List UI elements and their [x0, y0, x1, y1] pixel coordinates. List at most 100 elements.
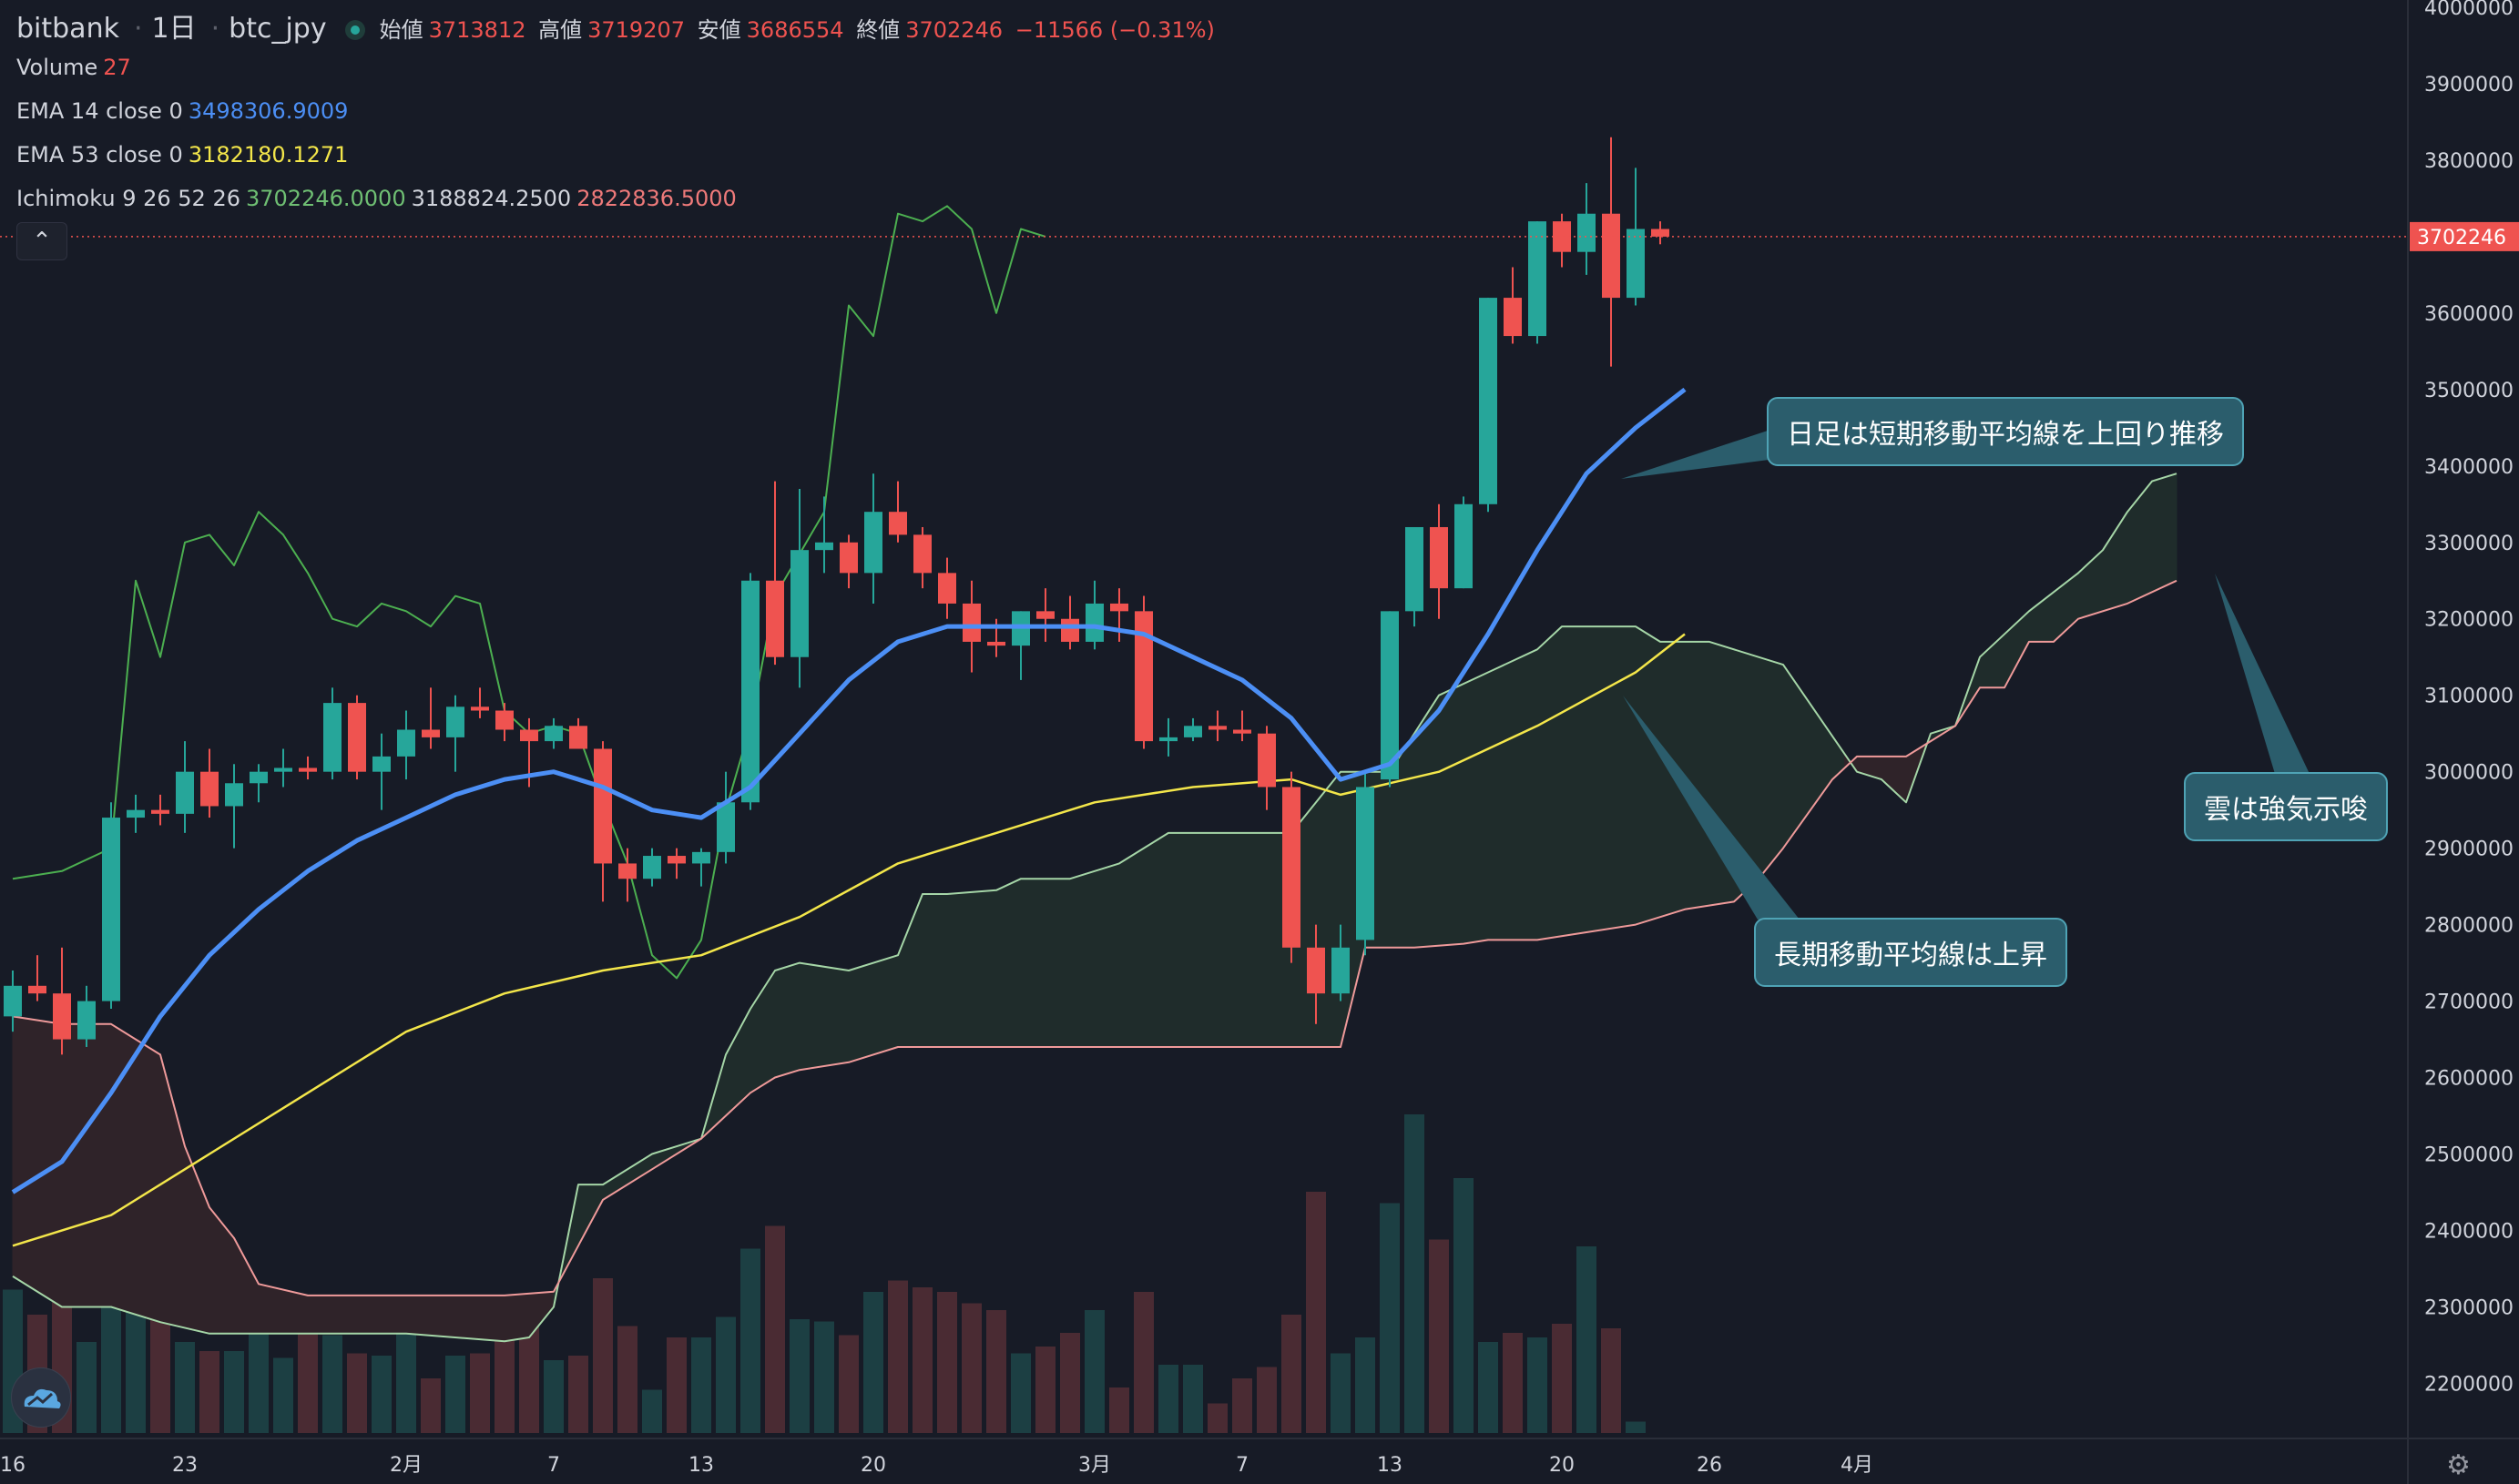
candle-body: [840, 542, 858, 574]
candle: [53, 947, 71, 1055]
candle-body: [1331, 947, 1350, 994]
symbol-name[interactable]: btc_jpy: [229, 13, 327, 45]
cloud-segment: [1525, 648, 1538, 940]
cloud-segment: [221, 1221, 235, 1335]
candle: [1528, 221, 1546, 344]
candle: [1430, 503, 1448, 619]
cloud-segment: [787, 961, 801, 1075]
cloud-segment: [197, 1176, 210, 1335]
y-tick-label: 2700000: [2424, 991, 2514, 1014]
chevron-up-icon[interactable]: ⌃: [16, 222, 67, 260]
candle: [569, 717, 587, 749]
cloud-segment: [467, 1295, 481, 1340]
candle-body: [1307, 947, 1325, 994]
cloud-segment: [1500, 660, 1514, 940]
cloud-segment: [307, 1295, 321, 1335]
candle-body: [1405, 526, 1423, 612]
cloud-segment: [1512, 654, 1525, 940]
volume-bar: [913, 1287, 933, 1433]
cloud-segment: [811, 964, 825, 1069]
volume-bar: [150, 1316, 170, 1433]
volume-label: Volume: [16, 55, 98, 80]
ema14-label: EMA 14 close 0: [16, 98, 183, 124]
candle: [889, 481, 907, 543]
cloud-segment: [1020, 878, 1034, 1048]
cloud-segment: [516, 1293, 530, 1340]
volume-bar: [1232, 1378, 1252, 1433]
candle: [938, 557, 956, 619]
cloud-segment: [910, 893, 923, 1048]
candle: [790, 488, 809, 688]
volume-bar: [322, 1335, 342, 1433]
volume-bar: [1576, 1246, 1596, 1433]
ichimoku-span-a-line: [12, 473, 2177, 1343]
cloud-segment: [2164, 473, 2177, 587]
gear-icon[interactable]: ⚙: [2446, 1449, 2471, 1481]
cloud-segment: [1758, 656, 1771, 880]
volume-bar: [544, 1360, 564, 1433]
ichimoku-legend[interactable]: Ichimoku 9 26 52 26 3702246.0000 3188824.2…: [16, 186, 742, 211]
cloud-segment: [233, 1237, 247, 1335]
candle-body: [1627, 229, 1645, 299]
candle-body: [569, 726, 587, 749]
candle: [1405, 526, 1423, 627]
volume-bar: [863, 1292, 883, 1433]
cloud-segment: [36, 1019, 50, 1300]
candle: [594, 741, 612, 902]
candle: [1553, 213, 1571, 268]
cloud-segment: [1795, 681, 1809, 833]
candle-body: [348, 703, 366, 772]
candle-body: [102, 818, 120, 1001]
ema14-legend[interactable]: EMA 14 close 0 3498306.9009: [16, 98, 353, 124]
volume-bar: [1134, 1292, 1154, 1433]
candle: [28, 955, 46, 1001]
volume-bar: [347, 1353, 367, 1433]
candle: [840, 534, 858, 589]
candle-body: [1651, 229, 1669, 237]
cloud-segment: [1118, 855, 1132, 1048]
y-tick-label: 3900000: [2424, 74, 2514, 97]
cloud-segment: [1549, 625, 1563, 939]
volume-bar: [1453, 1178, 1474, 1433]
candle-body: [28, 985, 46, 994]
volume-bar: [1626, 1421, 1646, 1433]
cloud-segment: [320, 1295, 333, 1335]
cloud-segment: [1708, 641, 1722, 907]
candle-body: [1233, 729, 1251, 734]
candle: [1110, 588, 1128, 642]
market-status-icon: [344, 19, 365, 40]
cloud-segment: [454, 1295, 468, 1339]
low-value: 3686554: [746, 17, 844, 43]
volume-bar: [1331, 1353, 1351, 1433]
candle-body: [938, 573, 956, 604]
y-tick-label: 2300000: [2424, 1296, 2514, 1319]
candle-body: [520, 729, 538, 742]
candle-body: [692, 851, 710, 864]
volume-legend[interactable]: Volume 27: [16, 55, 137, 80]
volume-bar: [1158, 1365, 1178, 1433]
candle: [618, 848, 637, 902]
exchange-name[interactable]: bitbank: [16, 13, 119, 45]
candle: [1504, 267, 1522, 344]
cloud-segment: [799, 962, 812, 1071]
volume-bar: [765, 1225, 785, 1433]
volume-bar: [1257, 1367, 1277, 1433]
volume-bar: [445, 1356, 465, 1433]
interval[interactable]: 1日: [151, 13, 197, 45]
candle: [422, 687, 440, 749]
candle: [1282, 771, 1300, 963]
candle: [1381, 611, 1399, 788]
cloud-segment: [381, 1295, 394, 1335]
cloud-logo-icon[interactable]: [11, 1367, 71, 1428]
cloud-segment: [393, 1295, 407, 1335]
ema53-legend[interactable]: EMA 53 close 0 3182180.1271: [16, 142, 353, 168]
candle-body: [176, 771, 194, 814]
volume-bar: [568, 1356, 588, 1433]
candle-body: [323, 703, 342, 772]
candle: [372, 733, 391, 810]
volume-bar: [888, 1280, 908, 1433]
cloud-segment: [2016, 610, 2030, 666]
cloud-segment: [922, 893, 935, 1048]
volume-bar: [740, 1248, 760, 1433]
